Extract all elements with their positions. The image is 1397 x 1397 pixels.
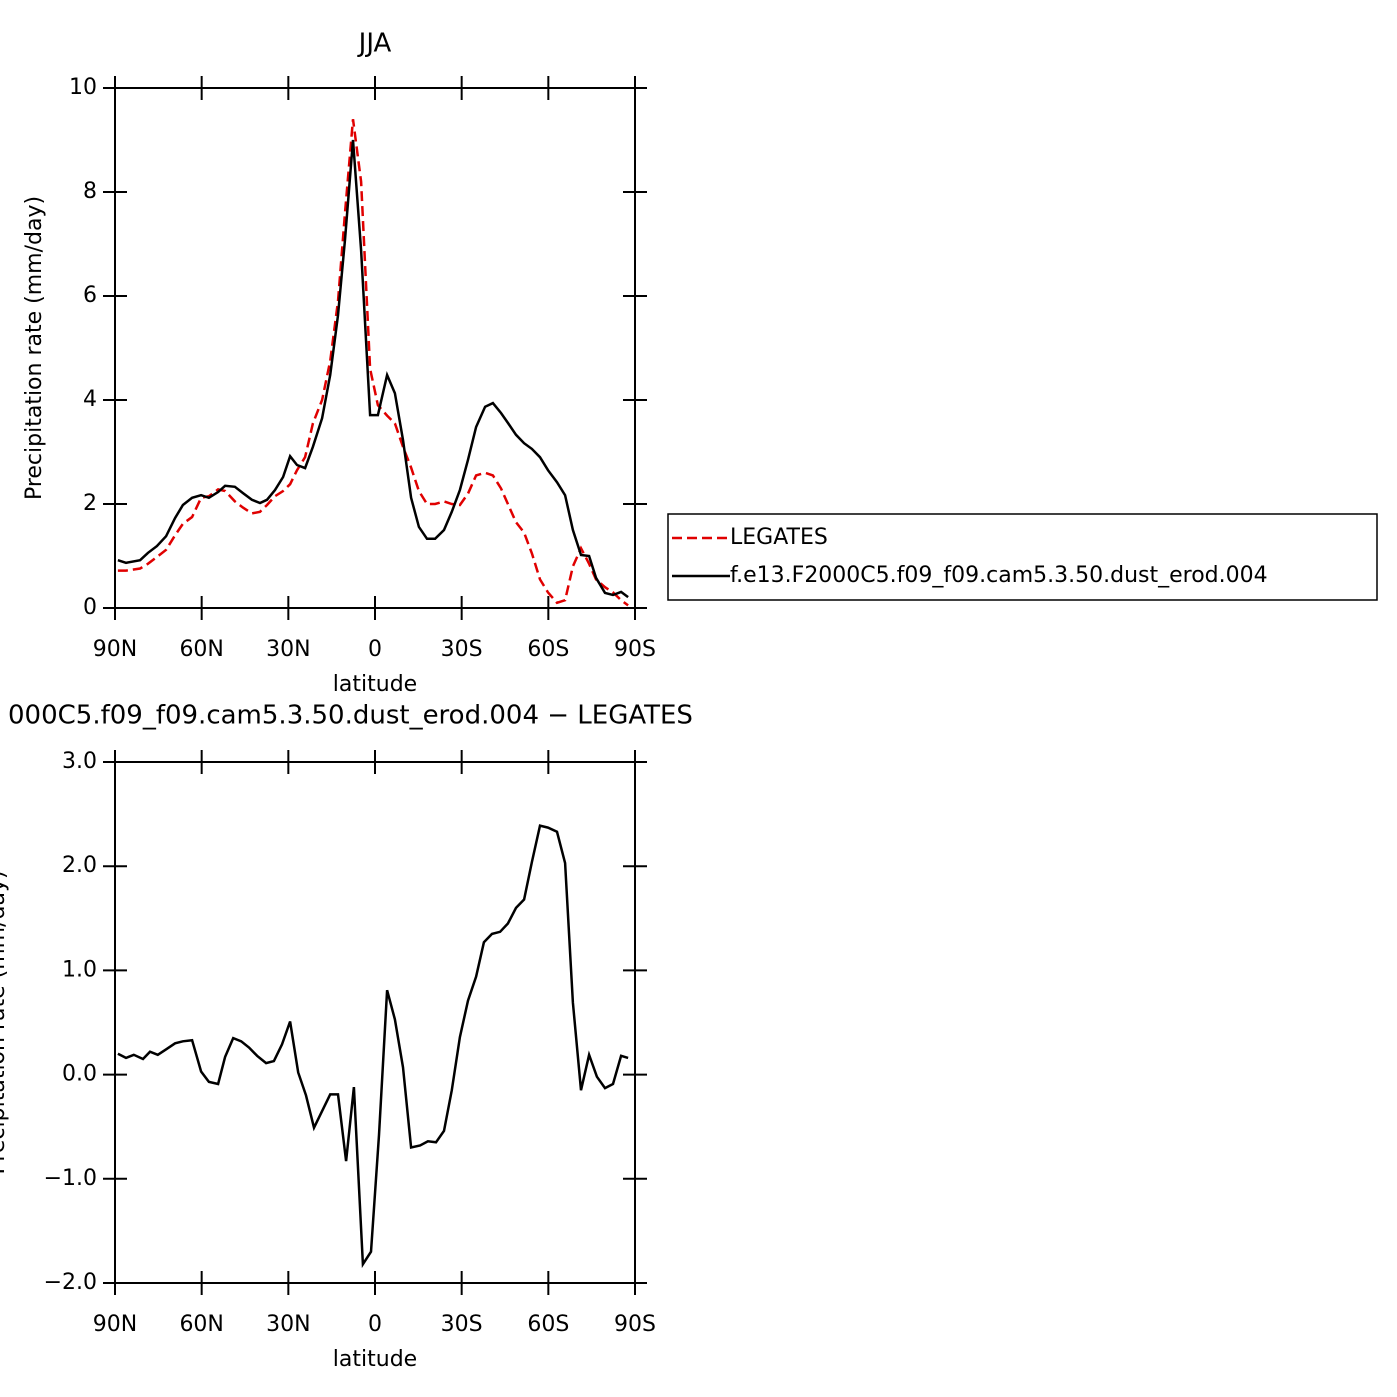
y-tick-label: 6 — [83, 283, 97, 308]
y-axis-label: Precipitation rate (mm/day) — [22, 196, 47, 500]
chart-title: JJA — [357, 29, 392, 59]
x-axis-label: latitude — [333, 1347, 417, 1372]
y-tick-label: 0.0 — [62, 1062, 97, 1087]
y-tick-label: −1.0 — [44, 1166, 97, 1191]
y-tick-label: 4 — [83, 387, 97, 412]
y-tick-label: 8 — [83, 179, 97, 204]
y-tick-label: 2 — [83, 491, 97, 516]
x-tick-label: 30N — [266, 637, 310, 662]
y-tick-label: 10 — [69, 75, 97, 100]
x-tick-label: 30S — [441, 637, 483, 662]
x-tick-label: 90N — [93, 1312, 137, 1337]
y-tick-label: −2.0 — [44, 1270, 97, 1295]
chart-title: 000C5.f09_f09.cam5.3.50.dust_erod.004 − … — [8, 701, 693, 731]
x-tick-label: 60S — [527, 1312, 569, 1337]
x-tick-label: 60S — [527, 637, 569, 662]
x-axis-label: latitude — [333, 672, 417, 697]
x-tick-label: 30N — [266, 1312, 310, 1337]
plot-frame — [114, 87, 636, 609]
x-tick-label: 90S — [614, 637, 656, 662]
x-tick-label: 60N — [179, 637, 223, 662]
y-tick-label: 3.0 — [62, 749, 97, 774]
x-tick-label: 30S — [441, 1312, 483, 1337]
data-line — [117, 824, 629, 1269]
legend-label: f.e13.F2000C5.f09_f09.cam5.3.50.dust_ero… — [730, 563, 1268, 588]
y-tick-label: 2.0 — [62, 853, 97, 878]
x-tick-label: 60N — [179, 1312, 223, 1337]
data-line — [117, 139, 629, 599]
y-tick-label: 0 — [83, 595, 97, 620]
x-tick-label: 0 — [368, 1312, 382, 1337]
y-tick-label: 1.0 — [62, 957, 97, 982]
x-tick-label: 90N — [93, 637, 137, 662]
y-axis-label: Precipitation rate (mm/day) — [0, 870, 10, 1174]
legend-label: LEGATES — [730, 525, 828, 550]
legend-box — [667, 513, 1378, 601]
x-tick-label: 0 — [368, 637, 382, 662]
x-tick-label: 90S — [614, 1312, 656, 1337]
data-line — [117, 119, 629, 607]
